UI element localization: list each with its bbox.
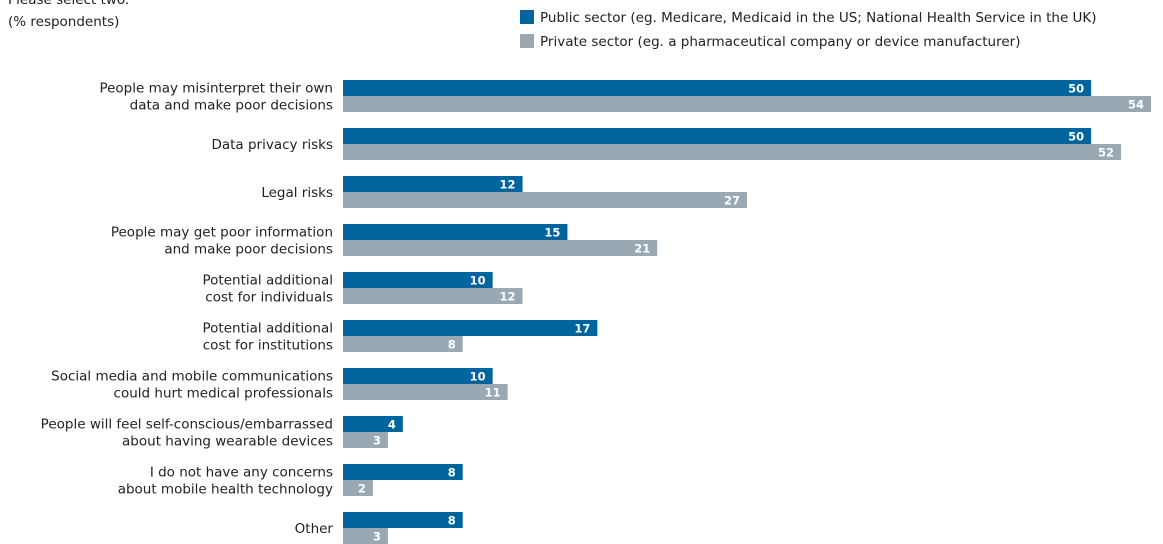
bar [343, 432, 388, 448]
bar [343, 240, 658, 256]
category-label: Other [295, 521, 334, 537]
bar [343, 192, 747, 208]
bar [343, 320, 598, 336]
bar [343, 368, 493, 384]
category-label: Data privacy risks [211, 137, 333, 153]
category-label: People will feel self-conscious/embarras… [41, 417, 333, 450]
category-label-line: could hurt medical professionals [114, 386, 333, 402]
category-label-line: about mobile health technology [118, 482, 333, 498]
value-label: 12 [500, 290, 516, 304]
bar [343, 416, 403, 432]
chart-subtitle: Please select two. [8, 0, 129, 8]
bar [343, 224, 568, 240]
value-label: 52 [1098, 146, 1114, 160]
category-label-line: Legal risks [261, 185, 333, 201]
value-label: 8 [448, 338, 456, 352]
bar [343, 528, 388, 544]
category-label: Potential additional cost for institution… [203, 321, 333, 354]
bar [343, 96, 1151, 112]
category-label-line: about having wearable devices [122, 434, 333, 450]
value-label: 3 [373, 530, 381, 544]
category-label-line: Other [295, 521, 334, 537]
category-label-line: People may misinterpret their own [99, 81, 333, 97]
category-label: Social media and mobile communications co… [51, 369, 333, 402]
category-label-line: Potential additional [203, 273, 333, 289]
bar [343, 176, 523, 192]
bar [343, 384, 508, 400]
category-label-line: People will feel self-conscious/embarras… [41, 417, 333, 433]
category-label: People may get poor information and make … [111, 225, 333, 258]
value-label: 17 [574, 322, 590, 336]
value-label: 21 [634, 242, 650, 256]
bar [343, 128, 1092, 144]
legend-label: Private sector (eg. a pharmaceutical com… [540, 34, 1020, 50]
category-label-line: Data privacy risks [211, 137, 333, 153]
bar [343, 464, 463, 480]
value-label: 50 [1068, 130, 1084, 144]
category-label-line: cost for individuals [205, 290, 333, 306]
value-label: 10 [470, 370, 486, 384]
bar [343, 272, 493, 288]
bar [343, 512, 463, 528]
category-label-line: data and make poor decisions [130, 98, 333, 114]
value-label: 3 [373, 434, 381, 448]
legend-label: Public sector (eg. Medicare, Medicaid in… [540, 10, 1097, 26]
unit-label: (% respondents) [8, 14, 119, 30]
value-label: 15 [544, 226, 560, 240]
value-label: 50 [1068, 82, 1084, 96]
bar [343, 144, 1122, 160]
category-label-line: cost for institutions [203, 338, 333, 354]
category-label-line: I do not have any concerns [150, 465, 333, 481]
value-label: 2 [358, 482, 366, 496]
category-label: Legal risks [261, 185, 333, 201]
bar [343, 336, 463, 352]
category-label-line: Potential additional [203, 321, 333, 337]
category-label-line: Social media and mobile communications [51, 369, 333, 385]
value-label: 8 [448, 466, 456, 480]
category-label-line: People may get poor information [111, 225, 333, 241]
value-label: 54 [1128, 98, 1144, 112]
value-label: 12 [500, 178, 516, 192]
category-label: People may misinterpret their own data an… [99, 81, 333, 114]
value-label: 11 [485, 386, 501, 400]
bar [343, 480, 373, 496]
bar [343, 80, 1092, 96]
value-label: 4 [388, 418, 396, 432]
value-label: 10 [470, 274, 486, 288]
category-label: I do not have any concerns about mobile h… [118, 465, 333, 498]
category-label: Potential additional cost for individuals [203, 273, 333, 306]
legend-swatch [520, 10, 534, 24]
value-label: 8 [448, 514, 456, 528]
value-label: 27 [724, 194, 740, 208]
bar [343, 288, 523, 304]
category-label-line: and make poor decisions [164, 242, 333, 258]
legend-swatch [520, 34, 534, 48]
